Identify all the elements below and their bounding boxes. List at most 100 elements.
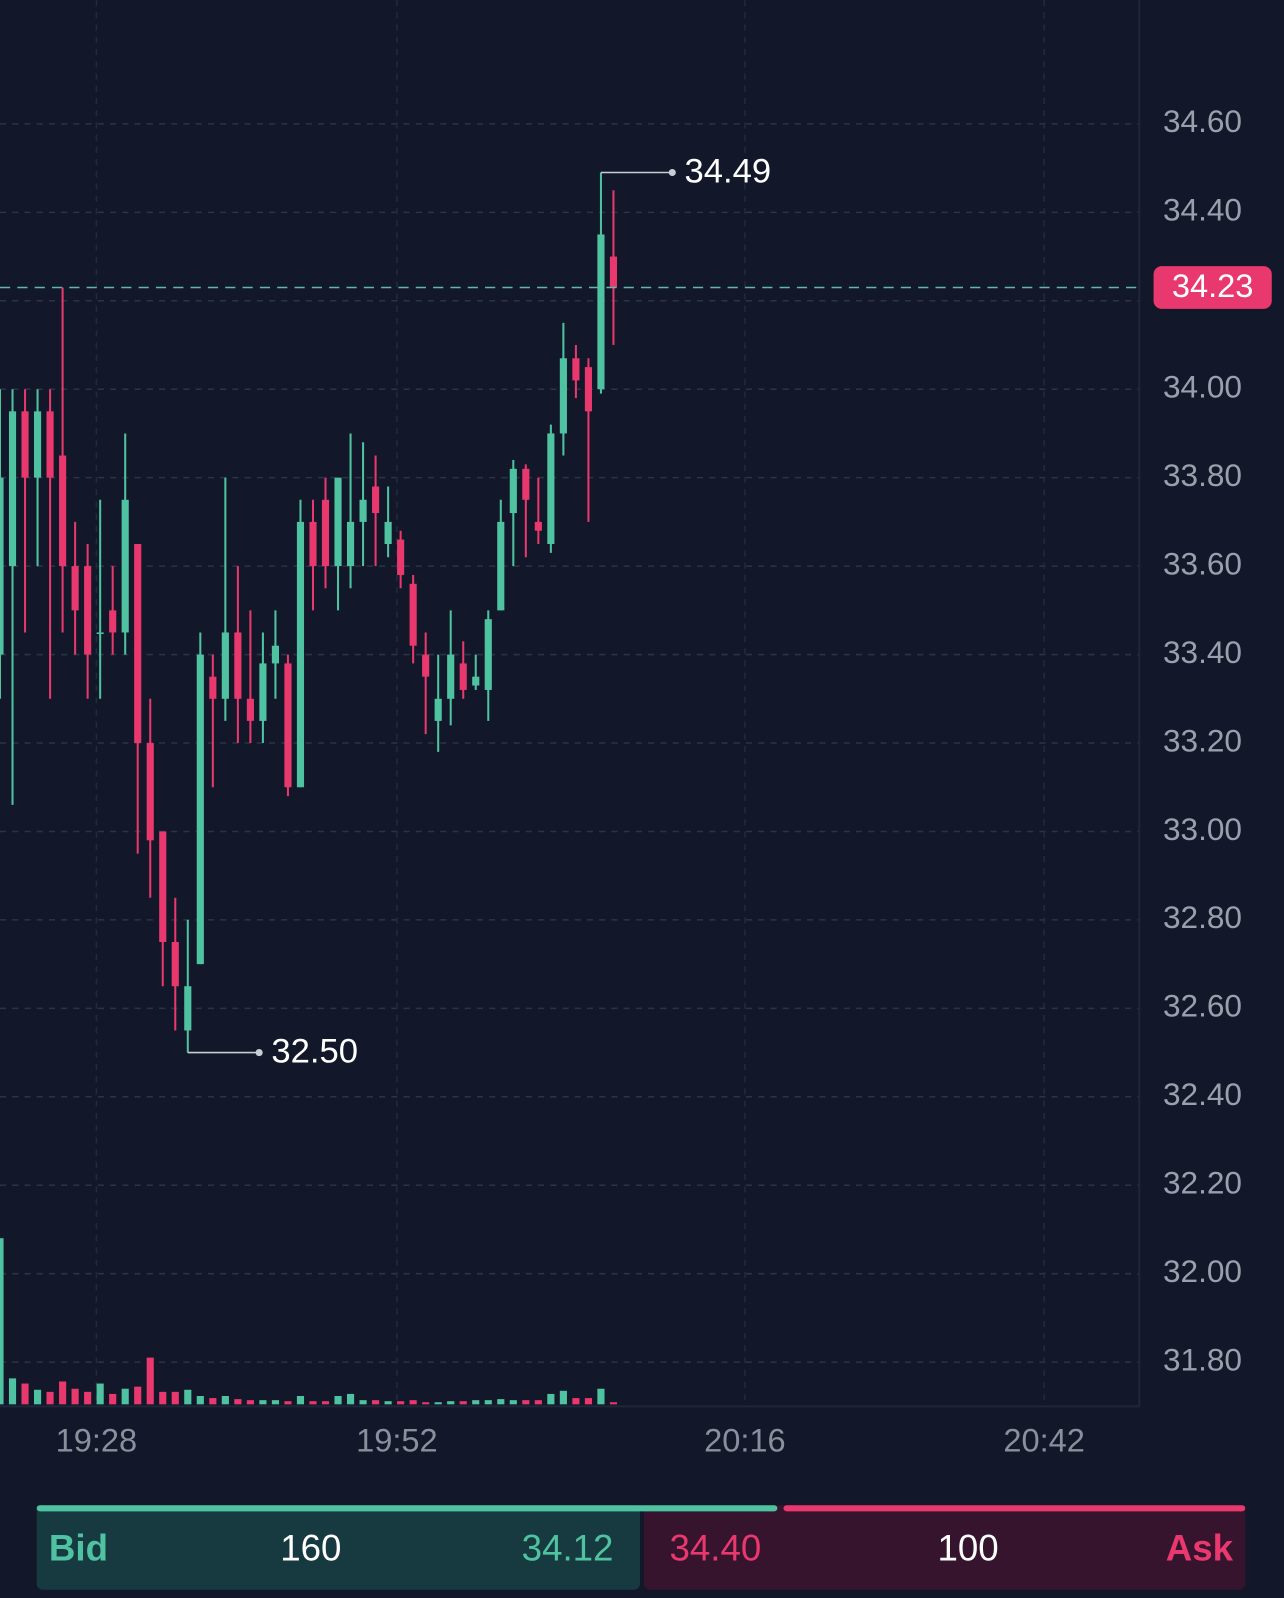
y-tick-label: 32.60: [1163, 988, 1242, 1024]
candle-body: [284, 663, 292, 788]
volume-bar: [246, 1400, 254, 1405]
last-price-box: [1153, 266, 1272, 309]
candle-body: [534, 521, 542, 531]
y-tick-label: 32.80: [1163, 899, 1242, 935]
candle-body: [221, 632, 229, 699]
bid-label: Bid: [49, 1528, 108, 1569]
y-tick-label: 34.00: [1163, 369, 1242, 405]
candle-body: [196, 654, 204, 965]
volume-bar: [46, 1391, 54, 1405]
volume-bar: [472, 1400, 480, 1405]
ask-size: 100: [938, 1528, 999, 1569]
candle-body: [159, 831, 167, 943]
marker-label: 32.50: [271, 1033, 358, 1071]
volume-bar: [234, 1399, 242, 1405]
candle-body: [121, 499, 129, 633]
volume-bar: [309, 1401, 317, 1405]
candle-body: [409, 583, 417, 646]
ask-price: 34.40: [670, 1528, 762, 1569]
ask-panel: [644, 1505, 1246, 1590]
volume-bar: [259, 1400, 267, 1405]
y-tick-label: 33.60: [1163, 545, 1242, 581]
marker-dot: [668, 168, 676, 177]
volume-bar: [597, 1388, 605, 1405]
candle-body: [84, 566, 92, 655]
volume-bar: [71, 1388, 79, 1405]
candle-body: [484, 619, 492, 690]
candle-body: [509, 468, 517, 514]
marker-label: 34.49: [685, 153, 772, 191]
candle-body: [146, 743, 154, 841]
volume-bar: [572, 1398, 580, 1405]
volume-bar: [609, 1402, 618, 1405]
last-price-label: 34.23: [1172, 267, 1254, 304]
volume-bar: [334, 1396, 342, 1405]
candle-body: [246, 698, 254, 721]
volume-bar: [547, 1393, 555, 1405]
candle-body: [259, 663, 267, 721]
volume-bar: [321, 1401, 330, 1405]
volume-bar: [346, 1393, 355, 1405]
candle-body: [572, 358, 580, 381]
candle-body: [59, 455, 67, 567]
candle-body: [71, 566, 79, 611]
volume-bar: [509, 1400, 517, 1405]
volume-bar: [59, 1381, 67, 1405]
candle-body: [309, 521, 317, 567]
volume-bar: [171, 1391, 179, 1405]
volume-bar: [296, 1396, 305, 1405]
y-tick-label: 33.00: [1163, 811, 1242, 847]
candle-body: [21, 411, 29, 478]
x-tick-label: 20:42: [1003, 1422, 1085, 1459]
volume-bar: [559, 1390, 567, 1405]
candle-body: [171, 942, 179, 987]
ask-strength: [783, 1505, 1246, 1512]
volume-bar: [134, 1386, 142, 1405]
volume-bar: [409, 1400, 417, 1405]
candle-body: [134, 544, 142, 744]
candle-body: [334, 477, 342, 567]
x-tick-label: 20:16: [704, 1422, 786, 1459]
candle-body: [609, 256, 618, 288]
volume-bar: [447, 1401, 455, 1405]
volume-bar: [434, 1402, 442, 1405]
y-tick-label: 32.20: [1163, 1165, 1242, 1201]
y-tick-label: 34.40: [1163, 192, 1242, 228]
volume-bar: [8, 1378, 17, 1405]
volume-bar: [0, 1238, 4, 1405]
candle-body: [434, 698, 442, 721]
y-tick-label: 34.60: [1163, 103, 1242, 139]
candle-body: [296, 521, 305, 788]
volume-bar: [159, 1391, 167, 1405]
volume-bar: [21, 1383, 29, 1405]
x-tick-label: 19:28: [56, 1422, 138, 1459]
candle-body: [359, 499, 367, 522]
volume-bar: [109, 1393, 117, 1405]
candle-body: [497, 521, 505, 611]
bid-panel: [36, 1505, 640, 1590]
volume-bar: [534, 1400, 542, 1405]
volume-bar: [497, 1399, 505, 1405]
volume-bar: [372, 1400, 380, 1405]
y-tick-label: 31.80: [1163, 1341, 1242, 1377]
candle-body: [46, 411, 54, 478]
volume-bar: [522, 1400, 530, 1405]
y-tick-label: 33.40: [1163, 634, 1242, 670]
marker-dot: [255, 1049, 263, 1057]
candle-body: [584, 367, 592, 412]
candle-body: [384, 521, 392, 545]
volume-bar: [209, 1398, 217, 1405]
candle-body: [559, 358, 567, 434]
candle-body: [33, 411, 42, 478]
candle-body: [346, 521, 355, 567]
volume-bar: [121, 1388, 129, 1405]
candle-body: [321, 499, 330, 567]
volume-bar: [459, 1401, 467, 1405]
volume-bar: [146, 1357, 154, 1405]
volume-bar: [359, 1400, 367, 1405]
volume-bar: [96, 1383, 104, 1405]
candle-body: [447, 654, 455, 699]
volume-bar: [484, 1400, 492, 1405]
